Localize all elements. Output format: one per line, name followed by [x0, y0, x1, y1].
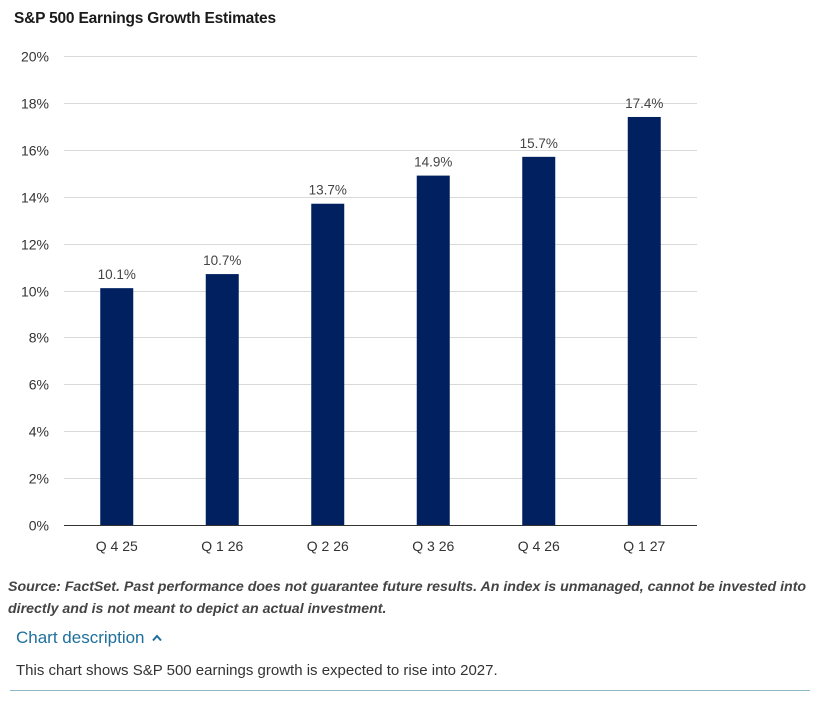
x-tick-label: Q 3 26 [412, 538, 454, 554]
bar [205, 274, 239, 525]
x-tick-label: Q 1 27 [623, 538, 665, 554]
chart-description-text: This chart shows S&P 500 earnings growth… [16, 662, 498, 679]
y-tick-label: 6% [29, 377, 49, 393]
data-label: 17.4% [625, 96, 663, 111]
y-axis-tick-labels: 0% 2% 4% 6% 8% 10% 12% 14% 16% 18% 20% [21, 49, 49, 534]
data-label: 10.1% [98, 267, 136, 282]
y-tick-label: 2% [29, 471, 49, 487]
x-tick-label: Q 4 25 [96, 538, 138, 554]
data-label: 15.7% [520, 136, 558, 151]
data-label: 10.7% [203, 253, 241, 268]
data-label: 14.9% [414, 155, 452, 170]
y-tick-label: 20% [21, 49, 49, 65]
bar [100, 288, 134, 525]
bar [627, 116, 661, 525]
y-tick-label: 16% [21, 143, 49, 159]
bars [100, 116, 661, 526]
y-tick-label: 10% [21, 284, 49, 300]
description-divider [10, 690, 810, 691]
gridlines [64, 56, 697, 526]
y-tick-label: 0% [29, 518, 49, 534]
chart-title: S&P 500 Earnings Growth Estimates [14, 10, 276, 27]
x-tick-label: Q 1 26 [201, 538, 243, 554]
y-tick-label: 8% [29, 330, 49, 346]
chart-description-toggle[interactable]: Chart description [16, 628, 163, 648]
x-tick-label: Q 2 26 [307, 538, 349, 554]
y-tick-label: 12% [21, 237, 49, 253]
bar [416, 175, 450, 525]
y-tick-label: 4% [29, 424, 49, 440]
x-tick-label: Q 4 26 [518, 538, 560, 554]
data-label: 13.7% [309, 183, 347, 198]
bar [522, 156, 556, 525]
bar-chart: 0%2%4%6%8%10%12%14%16%18%20% 10.1%10.7%1… [21, 49, 697, 554]
x-axis-tick-labels: Q 4 25 Q 1 26 Q 2 26 Q 3 26 Q 4 26 Q 1 27 [96, 538, 666, 554]
chevron-up-icon [151, 634, 162, 642]
y-tick-label: 18% [21, 96, 49, 112]
chart-description-label: Chart description [16, 628, 145, 647]
data-labels: 10.1% 10.7% 13.7% 14.9% 15.7% 17.4% [98, 96, 664, 282]
y-tick-label: 14% [21, 190, 49, 206]
bar [311, 203, 345, 526]
source-note: Source: FactSet. Past performance does n… [8, 579, 807, 617]
